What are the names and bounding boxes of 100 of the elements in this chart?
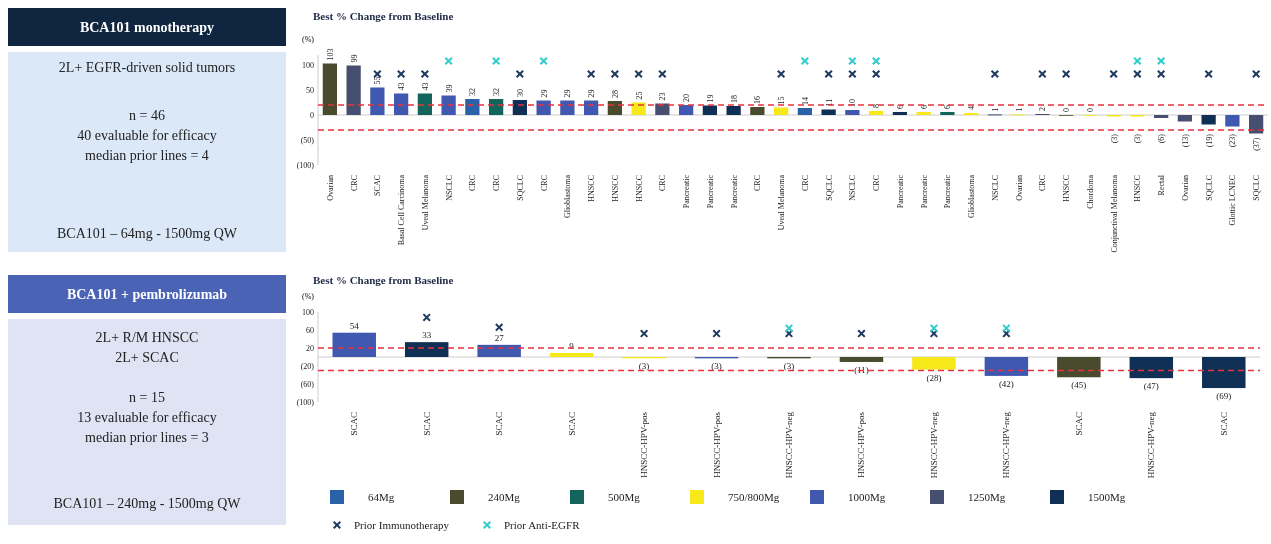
x-tick-label: CRC	[349, 175, 359, 192]
data-label: (13)	[1180, 133, 1190, 148]
data-label: 0	[1085, 108, 1095, 112]
point	[929, 329, 939, 338]
legend-label: 750/800Mg	[728, 491, 780, 503]
x-tick-label: HNSCC	[587, 175, 597, 202]
y-axis-title: (%)	[302, 35, 315, 44]
data-label: (3)	[711, 361, 722, 372]
y-tick-label: 100	[302, 61, 314, 70]
x-tick-label: HNSCC-HPV-neg	[784, 411, 794, 479]
bar	[679, 105, 694, 115]
x-tick-label: Pancreatic	[895, 174, 905, 209]
x-tick-label: HNSCC	[610, 175, 620, 202]
bar	[1177, 115, 1192, 122]
bar	[750, 107, 765, 115]
bar	[1249, 115, 1264, 134]
chart-title: Best % Change from Baseline	[313, 274, 454, 286]
data-label: 29	[539, 89, 549, 98]
bar	[774, 107, 789, 115]
data-label: 28	[610, 90, 620, 98]
legend-label: 1500Mg	[1088, 491, 1126, 503]
x-tick-label: HNSCC-HPV-neg	[1001, 411, 1012, 479]
point	[929, 323, 939, 333]
data-label: 19	[705, 94, 715, 103]
bar	[417, 93, 432, 115]
x-tick-label: CRC	[492, 175, 502, 192]
data-label: (3)	[1133, 133, 1143, 144]
x-tick-label: CRC	[800, 175, 810, 192]
x-tick-label: CRC	[872, 175, 882, 192]
data-label: 10	[848, 99, 858, 107]
x-tick-label: HNSCC-HPV-pos	[711, 411, 722, 478]
x-tick-label: SCAC	[349, 412, 360, 436]
data-label: 8	[872, 104, 882, 108]
data-label: (47)	[1143, 381, 1159, 392]
legend-label: 500Mg	[608, 491, 641, 503]
data-label: (69)	[1216, 391, 1232, 402]
data-label: 55	[373, 76, 383, 85]
data-label: 18	[729, 95, 739, 103]
data-label: 14	[800, 97, 810, 105]
x-tick-label: HNSCC-HPV-pos	[639, 411, 650, 478]
text: median prior lines = 3	[85, 430, 209, 445]
text: 40 evaluable for efficacy	[77, 128, 217, 143]
data-label: (3)	[638, 361, 650, 372]
y-tick-label: (100)	[296, 161, 315, 170]
text: 13 evaluable for efficacy	[77, 410, 217, 425]
data-label: 20	[682, 94, 692, 102]
point	[1002, 329, 1011, 338]
data-label: 1	[1014, 107, 1024, 112]
x-tick-label: NSCLC	[990, 175, 1000, 201]
y-tick-label: (20)	[300, 362, 315, 371]
data-label: (6)	[1157, 133, 1167, 144]
data-label: 6	[919, 105, 929, 109]
point	[422, 313, 431, 322]
x-tick-label: SCAC	[421, 412, 432, 436]
legend-label: Prior Immunotherapy	[354, 519, 450, 531]
x-tick-label: Pancreatic	[682, 174, 692, 209]
legend-label: 1250Mg	[968, 491, 1006, 503]
data-label: 15	[777, 96, 787, 105]
data-label: 1	[990, 107, 1000, 112]
bar	[441, 95, 456, 115]
x-tick-label: SQCLC	[1252, 175, 1262, 201]
bar	[1201, 115, 1216, 125]
y-tick-label: 60	[306, 326, 314, 335]
legend-label: 240Mg	[488, 491, 521, 503]
data-label: 11	[824, 98, 834, 107]
text: n = 15	[129, 390, 165, 405]
text: 2L+ SCAC	[115, 350, 179, 365]
x-tick-label: Ovarian	[325, 175, 335, 201]
bar	[1129, 357, 1174, 379]
y-axis-title: (%)	[302, 292, 315, 301]
data-label: 25	[634, 91, 644, 100]
text: BCA101 + pembrolizumab	[66, 287, 228, 302]
x-tick-label: SCAC	[494, 412, 505, 436]
x-tick-label: Pancreatic	[943, 174, 953, 209]
x-tick-label: HNSCC	[1062, 175, 1072, 202]
data-label: (42)	[998, 378, 1014, 389]
data-label: 30	[515, 89, 525, 97]
y-tick-label: 0	[310, 111, 314, 120]
x-tick-label: Conjunctival Melanoma	[1109, 174, 1119, 253]
x-tick-label: Uveal Melanoma	[420, 174, 430, 231]
data-label: (19)	[1204, 133, 1214, 148]
x-tick-label: SQCLC	[824, 175, 834, 201]
data-label: 0	[1062, 108, 1072, 112]
data-label: 9	[569, 340, 575, 351]
bar	[346, 65, 361, 115]
x-tick-label: HNSCC-HPV-neg	[1146, 411, 1157, 479]
y-tick-label: (50)	[300, 136, 315, 145]
bar	[1225, 115, 1240, 127]
bar	[821, 109, 836, 115]
x-tick-label: Rectal	[1157, 174, 1167, 196]
data-label: 32	[492, 88, 502, 96]
data-label: (45)	[1071, 380, 1087, 391]
bar	[912, 357, 956, 370]
bar	[655, 103, 670, 115]
bar	[984, 357, 1029, 376]
bar	[845, 110, 860, 115]
data-label: (23)	[1228, 133, 1238, 148]
data-label: 43	[420, 82, 430, 91]
y-tick-label: (60)	[300, 380, 315, 389]
point	[712, 329, 721, 338]
